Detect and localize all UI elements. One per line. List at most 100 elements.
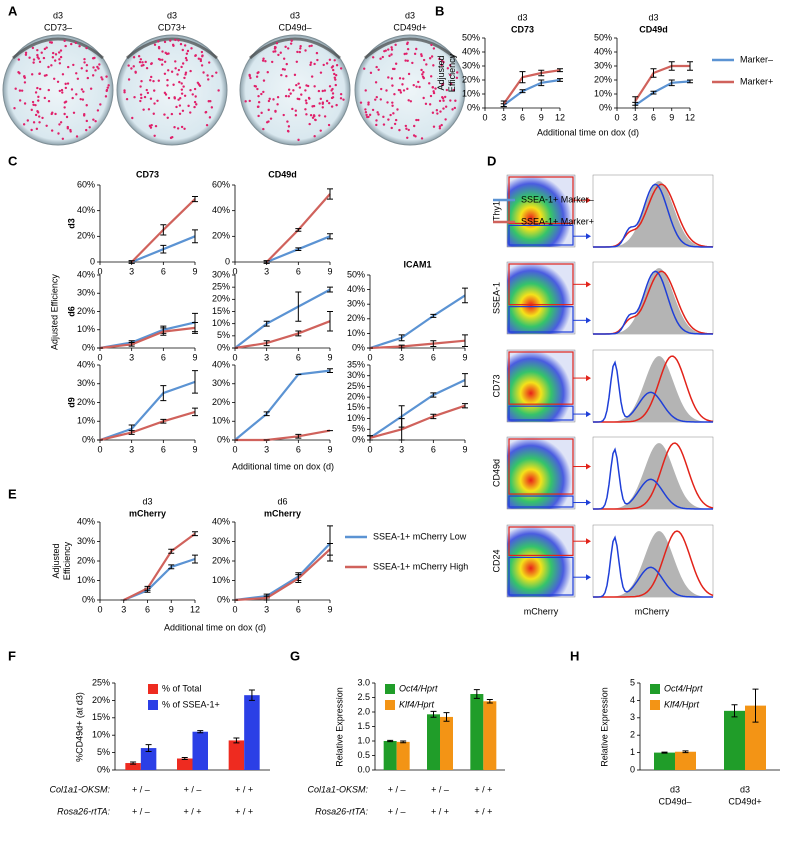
colony [394, 43, 397, 47]
colony [328, 58, 332, 61]
colony [81, 98, 85, 101]
colony [18, 99, 22, 102]
x-tick-label: 3 [264, 266, 269, 276]
colony [153, 89, 156, 92]
error-bar [160, 418, 167, 424]
colony [185, 58, 188, 62]
error-bar [263, 340, 270, 347]
colony [420, 53, 423, 56]
x-tick-label: 6 [296, 352, 301, 362]
colony [71, 96, 74, 100]
colony [308, 44, 311, 48]
y-tick-label: 0% [467, 102, 480, 112]
colony [432, 47, 436, 50]
colony [406, 59, 409, 62]
colony [173, 126, 176, 129]
error-bar [128, 342, 135, 347]
x-tick-label: 0 [232, 444, 237, 454]
colony [82, 90, 85, 93]
y-tick-label: 20% [347, 313, 365, 323]
colony [406, 47, 410, 51]
x-tick-label: 0 [97, 444, 102, 454]
colony [140, 96, 143, 100]
colony [249, 76, 252, 80]
x-tick-label: 12 [190, 604, 200, 614]
colony [41, 116, 44, 120]
colony [179, 42, 183, 46]
colony [131, 116, 134, 120]
colony [36, 53, 39, 57]
colony [181, 62, 185, 65]
colony [137, 55, 141, 58]
colony [448, 73, 452, 77]
y-tick-label: 4 [630, 695, 635, 705]
x-tick-label: 6 [145, 604, 150, 614]
colony [376, 111, 379, 114]
error-bar [398, 418, 405, 441]
colony [104, 95, 108, 98]
histogram-low [593, 447, 713, 510]
colony [286, 129, 290, 133]
colony [38, 115, 41, 118]
error-bar [263, 411, 270, 417]
bar [396, 741, 410, 770]
x-tick-label: 6 [296, 444, 301, 454]
colony [296, 97, 299, 100]
colony [37, 99, 40, 102]
colony [304, 49, 307, 52]
colony [436, 112, 439, 115]
histogram-low [593, 360, 713, 423]
error-bar [327, 542, 333, 556]
colony [434, 87, 437, 90]
colony [319, 129, 322, 132]
colony [193, 100, 197, 104]
error-bar [160, 327, 167, 336]
colony [40, 51, 43, 54]
colony [150, 62, 153, 66]
colony [424, 102, 428, 106]
error-bar [128, 260, 135, 264]
colony [65, 115, 69, 119]
error-bar [387, 739, 394, 743]
colony [318, 114, 321, 117]
legend-swatch [385, 700, 395, 710]
colony [184, 73, 187, 76]
colony [330, 105, 334, 108]
colony [442, 99, 445, 102]
y-tick-label: 10% [594, 88, 612, 98]
x-tick-label: 3 [264, 352, 269, 362]
error-bar [430, 710, 437, 718]
x-tick-label: 3 [264, 444, 269, 454]
y-tick-label: 0% [97, 764, 110, 774]
error-bar [668, 61, 675, 71]
colony [272, 98, 275, 101]
colony [432, 125, 436, 128]
colony [166, 78, 169, 82]
error-bar [632, 96, 639, 106]
y-tick-label: 50% [347, 269, 365, 279]
colony [452, 88, 455, 92]
flow-plot [506, 261, 576, 335]
colony [371, 56, 375, 59]
colony [167, 52, 170, 55]
y-tick-label: 30% [77, 288, 95, 298]
colony [412, 83, 415, 87]
error-bar [327, 233, 333, 240]
y-tick-label: 20% [77, 306, 95, 316]
colony [50, 129, 54, 132]
colony [428, 82, 431, 85]
chart-title: CD49d [639, 24, 668, 34]
y-tick-label: 0% [82, 594, 95, 604]
colony [197, 57, 201, 60]
category-label: CD49d– [658, 796, 691, 806]
colony [275, 41, 279, 45]
colony [107, 84, 110, 87]
colony [254, 85, 258, 88]
colony [91, 57, 95, 60]
colony [43, 47, 47, 51]
colony [442, 60, 445, 64]
legend-swatch [148, 684, 158, 694]
colony [323, 89, 327, 92]
gate-low [508, 306, 574, 333]
y-axis-label: Relative Expression [334, 687, 344, 767]
